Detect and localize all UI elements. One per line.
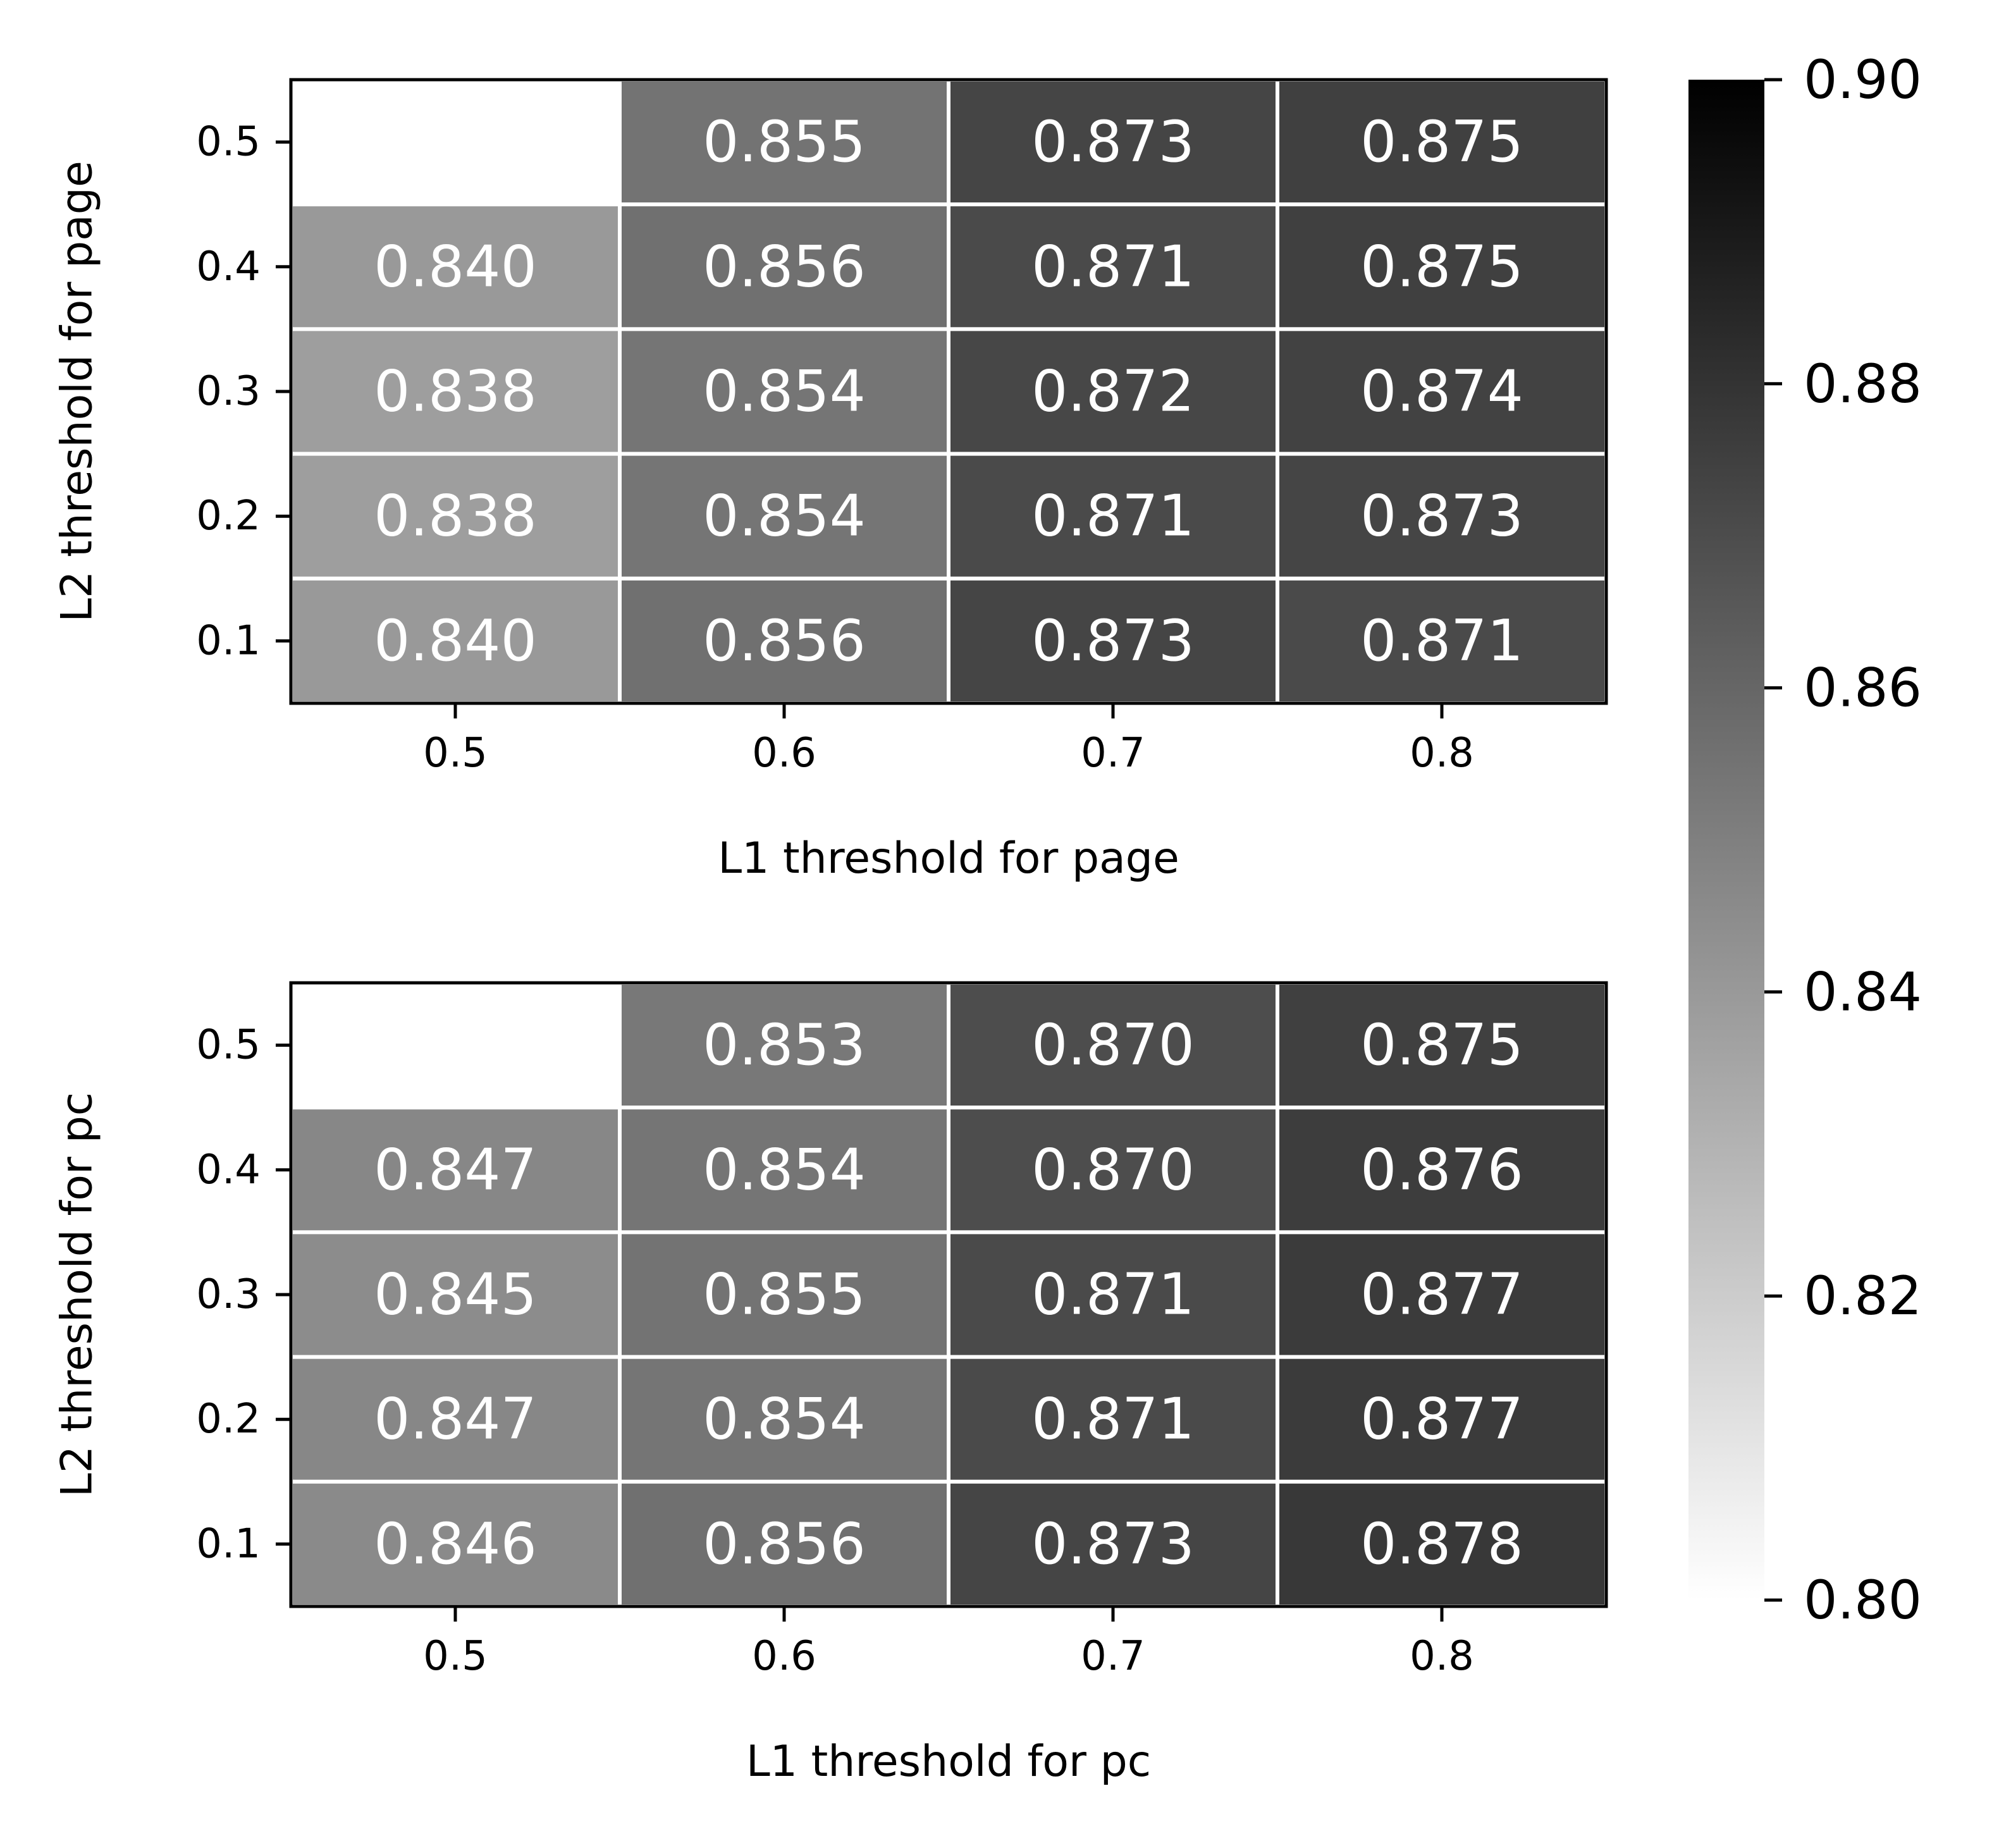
colorbar-tick-label: 0.80 [1804,1569,1922,1631]
colorbar-tick-label: 0.86 [1804,657,1922,719]
heatmap-cell-label: 0.872 [1031,359,1195,425]
heatmap-cell-label: 0.877 [1360,1386,1523,1453]
x-tick-label: 0.8 [1410,730,1474,777]
heatmap-cell-label: 0.876 [1360,1137,1523,1203]
heatmap-cell-label: 0.875 [1360,233,1523,300]
heatmap-cell-label: 0.854 [703,1386,866,1453]
heatmap-cell-label: 0.856 [703,608,866,674]
heatmap-cell-label: 0.871 [1031,1262,1195,1328]
y-axis-label: L2 threshold for page [52,161,102,622]
heatmap-cell [947,202,1279,331]
x-axis-label: L1 threshold for pc [746,1737,1151,1787]
heatmap-cell-empty [291,80,620,205]
heatmap-cell-label: 0.870 [1031,1137,1195,1203]
y-axis-label: L2 threshold for pc [52,1092,102,1497]
heatmap-cell-label: 0.875 [1360,109,1523,175]
heatmap-cell-label: 0.871 [1031,1386,1195,1453]
y-tick-label: 0.5 [196,119,261,166]
heatmap-cell-label: 0.855 [703,1262,866,1328]
heatmap-cell-label: 0.854 [703,483,866,550]
heatmap-cell-label: 0.847 [374,1386,537,1453]
heatmap-cell-label: 0.845 [374,1262,537,1328]
heatmap-cell [618,576,950,705]
heatmap-cell-label: 0.856 [703,233,866,300]
heatmap-cell-label: 0.873 [1031,608,1195,674]
heatmap-cell-label: 0.855 [703,109,866,175]
heatmap-cell [1276,576,1608,705]
heatmap-cell [947,327,1279,456]
heatmap-cell [947,1106,1279,1235]
heatmap-cell-label: 0.871 [1360,608,1523,674]
heatmap-cell [947,1230,1279,1359]
heatmap-cell-label: 0.847 [374,1137,537,1203]
heatmap-cell-label: 0.873 [1360,483,1523,550]
heatmap-cell-label: 0.838 [374,483,537,550]
heatmap-cell [618,1355,950,1484]
heatmap-cell-label: 0.838 [374,359,537,425]
x-tick-label: 0.6 [752,1633,816,1680]
heatmap-cell-empty [291,983,620,1108]
x-tick-label: 0.8 [1410,1633,1474,1680]
heatmap-cell-label: 0.873 [1031,1511,1195,1577]
heatmap-cell [289,1479,622,1609]
heatmap-cell-label: 0.840 [374,608,537,674]
heatmap-panel-1: 0.855 0.873 0.875 0.840 0.856 0.871 0.875 0.838… [52,78,1608,884]
heatmap-cell [618,78,950,207]
x-tick-label: 0.6 [752,730,816,777]
heatmap-cell [947,576,1279,705]
y-tick-label: 0.5 [196,1022,261,1069]
heatmap-cell [947,452,1279,581]
y-tick-label: 0.1 [196,617,261,664]
y-tick-label: 0.3 [196,368,261,415]
heatmap-cell-label: 0.870 [1031,1012,1195,1078]
heatmap-cell-label: 0.871 [1031,483,1195,550]
colorbar: 0.80 0.82 0.84 0.86 0.88 0.90 [1688,49,1922,1631]
heatmap-cell-label: 0.871 [1031,233,1195,300]
heatmap-cell-label: 0.873 [1031,109,1195,175]
heatmap-cell-label: 0.854 [703,359,866,425]
colorbar-tick-label: 0.90 [1804,49,1922,111]
heatmap-cell-label: 0.856 [703,1511,866,1577]
y-tick-label: 0.1 [196,1520,261,1567]
heatmap-cell [618,1479,950,1609]
y-tick-label: 0.4 [196,1147,261,1193]
heatmap-cell-label: 0.874 [1360,359,1523,425]
heatmap-cell [1276,981,1608,1110]
heatmap-cell [289,1230,622,1359]
y-tick-label: 0.3 [196,1271,261,1318]
heatmap-cell-label: 0.875 [1360,1012,1523,1078]
x-tick-label: 0.5 [423,730,488,777]
y-tick-label: 0.2 [196,1396,261,1443]
heatmap-cell-label: 0.840 [374,233,537,300]
heatmap-cell [947,78,1279,207]
heatmap-cell-label: 0.853 [703,1012,866,1078]
heatmap-panel-2: 0.853 0.870 0.875 0.847 0.854 0.870 0.876 0.845… [52,981,1608,1787]
heatmap-cell [289,1106,622,1235]
y-tick-label: 0.2 [196,493,261,539]
heatmap-cell-label: 0.854 [703,1137,866,1203]
heatmap-cell-label: 0.877 [1360,1262,1523,1328]
colorbar-tick-label: 0.88 [1804,353,1922,415]
heatmap-cell [1276,1106,1608,1235]
heatmap-cell [289,452,622,581]
x-tick-label: 0.7 [1081,730,1145,777]
heatmap-cell-label: 0.846 [374,1511,537,1577]
heatmap-cell [1276,1355,1608,1484]
colorbar-gradient [1688,80,1764,1600]
colorbar-tick-label: 0.82 [1804,1265,1922,1327]
heatmap-cell [1276,1230,1608,1359]
heatmap-cell [618,981,950,1110]
heatmap-cell [947,1479,1279,1609]
x-tick-label: 0.5 [423,1633,488,1680]
y-tick-label: 0.4 [196,243,261,290]
x-axis-label: L1 threshold for page [718,834,1179,884]
heatmap-cell-label: 0.878 [1360,1511,1523,1577]
colorbar-tick-label: 0.84 [1804,961,1922,1023]
x-tick-label: 0.7 [1081,1633,1145,1680]
